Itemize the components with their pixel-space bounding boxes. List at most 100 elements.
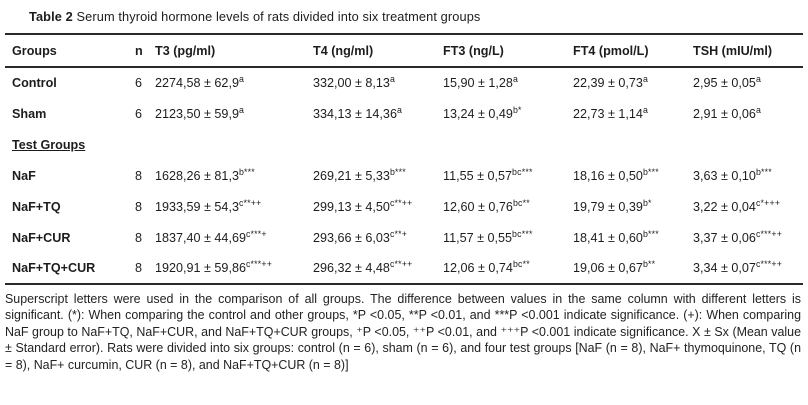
- table-row: NaF 8 1628,26 ± 81,3b*** 269,21 ± 5,33b*** 1…: [5, 160, 803, 191]
- mean-se-value: 1837,40 ± 44,69: [155, 230, 246, 245]
- significance-superscript: a: [512, 73, 519, 84]
- col-header-tsh: TSH (mIU/ml): [693, 43, 773, 58]
- mean-se-value: 269,21 ± 5,33: [313, 168, 390, 183]
- table-caption-label: Table 2: [29, 9, 73, 24]
- significance-superscript: b***: [389, 166, 406, 177]
- n-value: 6: [135, 76, 143, 90]
- significance-superscript: a: [389, 73, 396, 84]
- value-cell: 1933,59 ± 54,3c**++: [155, 191, 313, 222]
- mean-se-value: 2,95 ± 0,05: [693, 76, 756, 90]
- mean-se-value: 1628,26 ± 81,3: [155, 168, 239, 183]
- table-row: NaF+CUR 8 1837,40 ± 44,69c***+ 293,66 ± 6,0…: [5, 222, 803, 253]
- significance-superscript: b*: [512, 104, 522, 115]
- col-header-groups: Groups: [12, 43, 57, 58]
- mean-se-value: 19,79 ± 0,39: [573, 199, 643, 214]
- table-caption: Table 2 Serum thyroid hormone levels of …: [29, 9, 803, 24]
- col-header-ft4: FT4 (pmol/L): [573, 43, 649, 58]
- mean-se-value: 18,16 ± 0,50: [573, 168, 643, 183]
- significance-superscript: a: [755, 104, 762, 115]
- n-value: 8: [135, 168, 143, 183]
- significance-superscript: c**++: [389, 258, 413, 269]
- significance-superscript: b**: [642, 258, 656, 269]
- mean-se-value: 22,39 ± 0,73: [573, 76, 643, 90]
- significance-superscript: bc**: [512, 258, 530, 269]
- significance-superscript: c*+++: [755, 197, 781, 208]
- group-name: NaF: [12, 168, 36, 183]
- significance-superscript: c***+: [245, 228, 267, 239]
- significance-superscript: c***++: [755, 228, 783, 239]
- value-cell: 3,22 ± 0,04c*+++: [693, 191, 803, 222]
- value-cell: 18,41 ± 0,60b***: [573, 222, 693, 253]
- hormone-levels-table: Groups n T3 (pg/ml) T4 (ng/ml) FT3 (ng/L…: [5, 33, 803, 285]
- significance-superscript: c***++: [755, 258, 783, 269]
- mean-se-value: 293,66 ± 6,03: [313, 230, 390, 245]
- significance-superscript: c**+: [389, 228, 408, 239]
- section-row: Test Groups: [5, 129, 803, 160]
- significance-superscript: c**++: [389, 197, 413, 208]
- table-header: Groups n T3 (pg/ml) T4 (ng/ml) FT3 (ng/L…: [5, 34, 803, 67]
- value-cell: 2,95 ± 0,05a: [693, 67, 803, 98]
- mean-se-value: 332,00 ± 8,13: [313, 76, 390, 90]
- mean-se-value: 299,13 ± 4,50: [313, 199, 390, 214]
- value-cell: 1920,91 ± 59,86c***++: [155, 253, 313, 284]
- significance-superscript: b***: [642, 228, 659, 239]
- significance-superscript: a: [396, 104, 403, 115]
- value-cell: 334,13 ± 14,36a: [313, 98, 443, 129]
- mean-se-value: 3,34 ± 0,07: [693, 261, 756, 275]
- value-cell: 12,06 ± 0,74bc**: [443, 253, 573, 284]
- significance-superscript: b*: [642, 197, 652, 208]
- table-body: Control 6 2274,58 ± 62,9a 332,00 ± 8,13a 15,…: [5, 67, 803, 284]
- significance-superscript: bc***: [512, 166, 533, 177]
- mean-se-value: 334,13 ± 14,36: [313, 106, 397, 121]
- value-cell: 19,79 ± 0,39b*: [573, 191, 693, 222]
- group-name: NaF+TQ: [12, 199, 61, 214]
- col-header-t4: T4 (ng/ml): [313, 43, 374, 58]
- significance-superscript: b***: [238, 166, 255, 177]
- mean-se-value: 15,90 ± 1,28: [443, 76, 513, 90]
- n-value: 8: [135, 261, 143, 275]
- significance-superscript: c**++: [238, 197, 262, 208]
- value-cell: 12,60 ± 0,76bc**: [443, 191, 573, 222]
- value-cell: 15,90 ± 1,28a: [443, 67, 573, 98]
- paper-page: Table 2 Serum thyroid hormone levels of …: [5, 9, 803, 372]
- section-title: Test Groups: [12, 137, 86, 152]
- value-cell: 296,32 ± 4,48c**++: [313, 253, 443, 284]
- n-value: 8: [135, 199, 143, 214]
- value-cell: 19,06 ± 0,67b**: [573, 253, 693, 284]
- significance-superscript: bc**: [512, 197, 530, 208]
- significance-superscript: a: [642, 104, 649, 115]
- significance-superscript: a: [755, 73, 762, 84]
- group-name: Control: [12, 76, 57, 90]
- value-cell: 3,63 ± 0,10b***: [693, 160, 803, 191]
- mean-se-value: 19,06 ± 0,67: [573, 261, 643, 275]
- col-header-t3: T3 (pg/ml): [155, 43, 216, 58]
- mean-se-value: 11,57 ± 0,55: [443, 230, 513, 245]
- table-row: Control 6 2274,58 ± 62,9a 332,00 ± 8,13a 15,…: [5, 67, 803, 98]
- mean-se-value: 1920,91 ± 59,86: [155, 261, 246, 275]
- group-name: NaF+CUR: [12, 230, 71, 245]
- significance-superscript: bc***: [512, 228, 533, 239]
- table-row: NaF+TQ+CUR 8 1920,91 ± 59,86c***++ 296,32 ±…: [5, 253, 803, 284]
- col-header-n: n: [135, 43, 143, 58]
- significance-superscript: a: [238, 73, 245, 84]
- value-cell: 1837,40 ± 44,69c***+: [155, 222, 313, 253]
- mean-se-value: 13,24 ± 0,49: [443, 106, 513, 121]
- mean-se-value: 22,73 ± 1,14: [573, 106, 643, 121]
- significance-superscript: a: [642, 73, 649, 84]
- value-cell: 11,57 ± 0,55bc***: [443, 222, 573, 253]
- n-value: 8: [135, 230, 143, 245]
- mean-se-value: 11,55 ± 0,57: [443, 168, 513, 183]
- value-cell: 1628,26 ± 81,3b***: [155, 160, 313, 191]
- mean-se-value: 2274,58 ± 62,9: [155, 76, 239, 90]
- value-cell: 269,21 ± 5,33b***: [313, 160, 443, 191]
- mean-se-value: 3,37 ± 0,06: [693, 230, 756, 245]
- significance-superscript: a: [238, 104, 245, 115]
- value-cell: 3,34 ± 0,07c***++: [693, 253, 803, 284]
- mean-se-value: 3,63 ± 0,10: [693, 168, 756, 183]
- mean-se-value: 1933,59 ± 54,3: [155, 199, 239, 214]
- mean-se-value: 2123,50 ± 59,9: [155, 106, 239, 121]
- header-row: Groups n T3 (pg/ml) T4 (ng/ml) FT3 (ng/L…: [5, 34, 803, 67]
- significance-superscript: b***: [755, 166, 772, 177]
- mean-se-value: 18,41 ± 0,60: [573, 230, 643, 245]
- mean-se-value: 2,91 ± 0,06: [693, 106, 756, 121]
